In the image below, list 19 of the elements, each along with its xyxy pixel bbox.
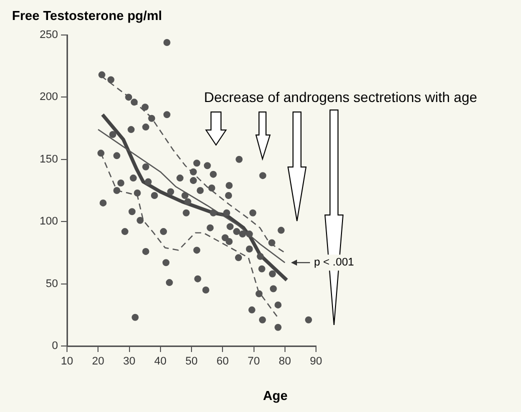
x-tick-label: 10	[60, 356, 74, 368]
y-tick-label: 250	[40, 29, 58, 42]
y-tick-label: 100	[40, 216, 58, 228]
x-tick-label: 20	[92, 356, 104, 368]
y-tick-label: 150	[40, 153, 58, 166]
x-tick-label: 50	[185, 356, 198, 368]
x-tick-label: 30	[123, 356, 136, 368]
y-axis-title: Free Testosterone pg/ml	[12, 8, 162, 23]
x-axis-title: Age	[263, 388, 288, 403]
y-tick-label: 200	[40, 91, 58, 104]
x-tick-label: 60	[216, 356, 229, 368]
y-tick-label: 0	[52, 340, 58, 352]
x-tick-label: 90	[310, 356, 322, 368]
y-tick-label: 50	[46, 278, 58, 290]
x-tick-label: 80	[278, 356, 291, 368]
x-tick-label: 70	[248, 356, 260, 368]
x-tick-label: 40	[154, 356, 166, 368]
annotation: p < .001	[314, 256, 354, 269]
annotation: Decrease of androgens sectretions with age	[204, 89, 478, 105]
